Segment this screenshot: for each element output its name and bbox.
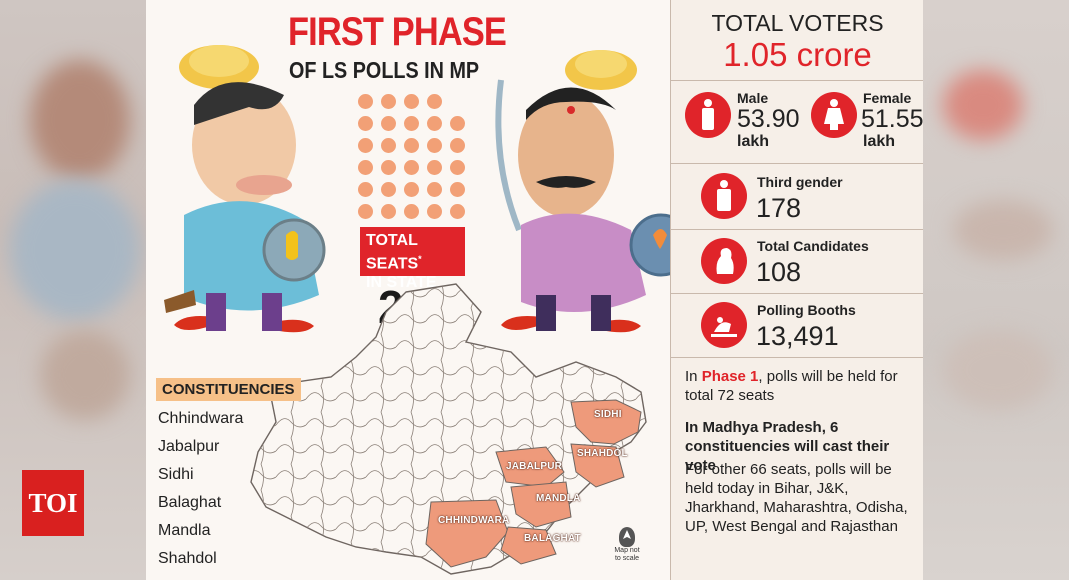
male-unit: lakh — [737, 133, 770, 150]
seat-dot — [427, 204, 442, 219]
seat-dot — [450, 116, 465, 131]
phase-note: In Phase 1, polls will be held for total… — [685, 367, 921, 405]
map-label-sidhi: SIDHI — [594, 409, 622, 420]
seats-label-line1: TOTAL SEATS — [366, 232, 419, 273]
divider — [671, 80, 923, 81]
seat-dot — [404, 116, 419, 131]
female-unit: lakh — [863, 133, 896, 150]
phase-note-post: , polls will be held for total 72 seats — [685, 368, 898, 404]
mp-note: In Madhya Pradesh, 6 constituencies will… — [685, 419, 890, 474]
booths-value: 13,491 — [756, 321, 839, 351]
male-icon — [685, 92, 731, 138]
seat-dot — [427, 138, 442, 153]
constituencies-list: Chhindwara Jabalpur Sidhi Balaghat Mandl… — [158, 408, 243, 576]
backdrop-right — [923, 0, 1069, 580]
seat-dot — [404, 182, 419, 197]
divider — [671, 229, 923, 230]
seat-dot — [381, 160, 396, 175]
seat-dot — [427, 116, 442, 131]
female-value: 51.55 — [861, 105, 923, 133]
divider — [671, 293, 923, 294]
left-panel: FIRST PHASE OF LS POLLS IN MP TOTAL SEAT… — [146, 0, 671, 580]
seat-dot — [381, 94, 396, 109]
seat-dot — [358, 94, 373, 109]
constituencies-heading: CONSTITUENCIES — [156, 378, 301, 401]
seat-dot — [450, 182, 465, 197]
stats-panel: TOTAL VOTERS 1.05 crore Male 53.90 lakh … — [670, 0, 923, 580]
third-gender-icon — [701, 173, 747, 219]
mp-map — [250, 283, 647, 575]
seat-dot — [427, 160, 442, 175]
infographic-card: FIRST PHASE OF LS POLLS IN MP TOTAL SEAT… — [146, 0, 923, 580]
list-item: Jabalpur — [158, 438, 220, 455]
total-seats-label: TOTAL SEATS* IN STATE — [360, 227, 465, 291]
seat-dot — [358, 182, 373, 197]
male-label: Male — [737, 90, 769, 106]
seat-dot — [358, 116, 373, 131]
female-label: Female — [863, 90, 912, 106]
candidate-icon — [701, 238, 747, 284]
seat-dot — [381, 204, 396, 219]
seat-dot — [381, 116, 396, 131]
phase-highlight: Phase 1 — [701, 368, 759, 385]
seat-dot — [404, 94, 419, 109]
seat-dot — [450, 204, 465, 219]
list-item: Sidhi — [158, 466, 194, 483]
caricature-right-illustration — [495, 50, 671, 333]
third-gender-label: Third gender — [757, 174, 843, 190]
seat-dot — [404, 160, 419, 175]
map-label-chhindwara: CHHINDWARA — [438, 515, 510, 526]
seat-dot — [450, 160, 465, 175]
seats-asterisk: * — [418, 254, 422, 264]
polling-booth-icon — [701, 302, 747, 348]
divider — [671, 163, 923, 164]
seat-dot — [358, 138, 373, 153]
map-scale-note-line1: Map not — [614, 547, 640, 554]
north-arrow: Map not to scale — [614, 527, 640, 563]
list-item: Balaghat — [158, 494, 222, 511]
seat-dot — [358, 204, 373, 219]
list-item: Mandla — [158, 522, 211, 539]
seat-dot — [381, 182, 396, 197]
phase-note-pre: In — [685, 368, 702, 385]
toi-logo: TOI — [22, 470, 84, 536]
list-item: Shahdol — [158, 550, 217, 567]
female-icon — [811, 92, 857, 138]
seat-dot — [404, 204, 419, 219]
seat-dot — [358, 160, 373, 175]
male-value: 53.90 — [737, 105, 800, 133]
map-scale-note-line2: to scale — [614, 555, 640, 562]
title-line2: OF LS POLLS IN MP — [289, 57, 480, 83]
seat-dot — [404, 138, 419, 153]
map-label-mandla: MANDLA — [536, 493, 581, 504]
total-voters-label: TOTAL VOTERS — [711, 10, 884, 36]
list-item: Chhindwara — [158, 410, 244, 427]
booths-label: Polling Booths — [757, 302, 856, 318]
third-gender-value: 178 — [756, 193, 802, 223]
map-label-shahdol: SHAHDOL — [577, 448, 628, 459]
seats-label-line2: IN STATE — [366, 274, 437, 292]
north-arrow-icon — [619, 527, 635, 547]
caricature-left-illustration — [164, 45, 326, 333]
seat-dot — [427, 94, 442, 109]
seat-dot — [381, 138, 396, 153]
divider — [671, 357, 923, 358]
candidates-value: 108 — [756, 257, 802, 287]
other-seats-note: For other 66 seats, polls will be held t… — [685, 461, 908, 535]
total-voters-value: 1.05 crore — [723, 36, 872, 73]
map-label-balaghat: BALAGHAT — [524, 533, 581, 544]
seat-dot — [450, 138, 465, 153]
seat-dot — [427, 182, 442, 197]
map-label-jabalpur: JABALPUR — [506, 461, 563, 472]
candidates-label: Total Candidates — [757, 238, 869, 254]
title-line1: FIRST PHASE — [288, 10, 507, 54]
